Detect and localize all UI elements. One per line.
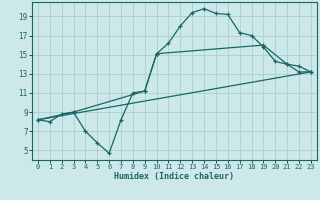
X-axis label: Humidex (Indice chaleur): Humidex (Indice chaleur) xyxy=(115,172,234,181)
